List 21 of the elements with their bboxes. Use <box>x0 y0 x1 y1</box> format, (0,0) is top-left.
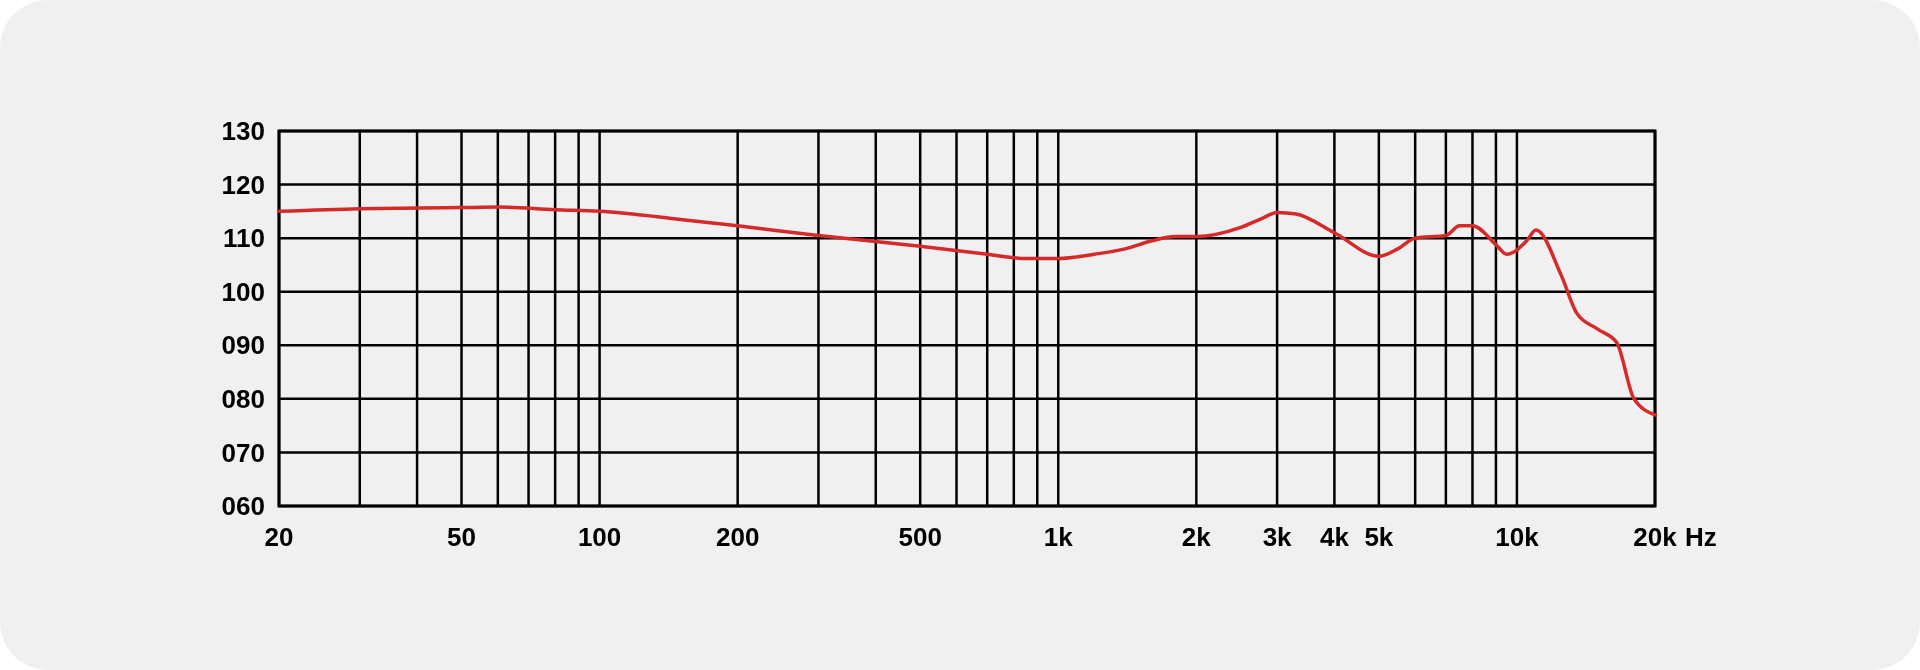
x-tick-label: 500 <box>898 522 942 552</box>
x-tick-label: 2k <box>1181 522 1212 552</box>
x-tick-label: 5k <box>1364 522 1394 552</box>
x-tick-label: 50 <box>447 522 476 552</box>
x-tick-label: 20k <box>1633 522 1678 552</box>
y-tick-label: 130 <box>221 116 265 147</box>
x-tick-label: 1k <box>1043 522 1074 552</box>
y-tick-label: 060 <box>221 491 265 522</box>
x-tick-label: 10k <box>1495 522 1540 552</box>
x-tick-label: 20 <box>264 522 294 552</box>
y-tick-label: 070 <box>221 437 265 468</box>
x-axis-title: Hz <box>1685 522 1717 552</box>
x-tick-label: 3k <box>1262 522 1293 552</box>
y-tick-label: 120 <box>221 169 265 200</box>
y-tick-label: 080 <box>221 383 265 414</box>
x-tick-label: 200 <box>715 522 760 552</box>
y-tick-label: 110 <box>223 223 265 254</box>
y-tick-label: 100 <box>221 276 265 307</box>
x-tick-label: 100 <box>577 522 622 552</box>
y-tick-label: 090 <box>221 330 265 361</box>
x-tick-label: 4k <box>1319 522 1350 552</box>
